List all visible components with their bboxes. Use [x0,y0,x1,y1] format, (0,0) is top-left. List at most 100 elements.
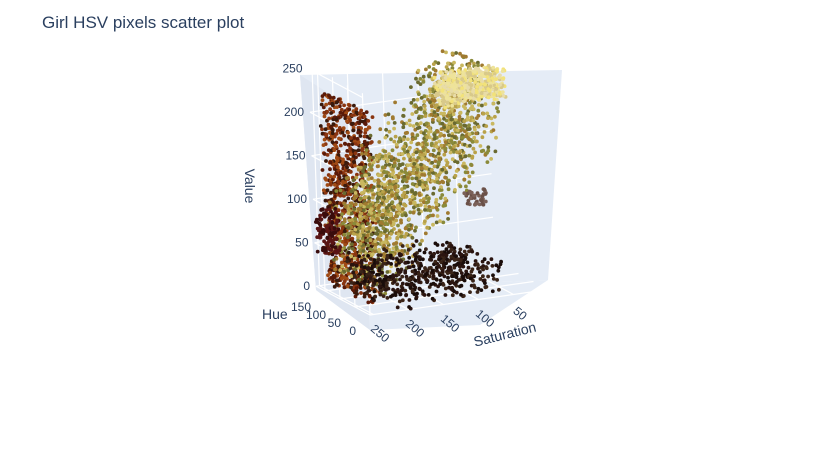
grid-line [311,63,321,286]
data-point [387,162,392,167]
data-point [448,145,453,150]
data-point [476,286,481,291]
data-point [362,114,367,119]
data-point [441,252,446,257]
data-point [457,117,462,122]
data-point [392,205,396,210]
data-point [472,135,477,140]
data-point [395,235,400,240]
data-point [410,182,415,186]
data-point [446,103,450,108]
data-point [434,277,439,281]
data-point [474,201,479,206]
data-point [349,201,354,206]
data-point [468,276,473,281]
data-point [400,213,405,218]
data-point [456,278,461,282]
data-point [380,154,385,159]
data-point [338,156,342,161]
data-point [453,101,458,106]
data-point [429,112,434,117]
data-point [460,77,464,82]
data-point [417,266,422,271]
data-point [372,298,376,303]
data-point [397,252,402,256]
data-point [438,219,442,224]
data-point [336,213,341,217]
data-point [342,279,347,284]
z-tick-label: 100 [287,192,307,206]
data-point [389,155,394,159]
data-point [484,285,489,289]
data-point [440,94,444,99]
data-point [418,152,422,157]
data-point [405,149,410,154]
data-point [347,103,352,108]
data-point [376,184,381,188]
data-point [350,113,354,118]
data-point [369,207,374,212]
data-point [402,175,407,179]
data-point [416,68,421,73]
data-point [443,286,448,291]
data-point [455,80,460,84]
data-point [334,221,339,226]
data-point [346,211,351,216]
data-point [324,133,329,138]
data-point [407,305,411,309]
data-point [393,175,397,179]
data-point [422,104,427,108]
data-point [353,202,358,207]
data-point [359,270,364,274]
data-point [475,85,479,89]
data-point [479,91,484,96]
data-point [393,184,397,189]
data-point [354,175,359,180]
data-point [456,68,461,73]
data-point [366,221,370,226]
data-point [366,184,370,188]
data-point [349,274,354,279]
data-point [501,94,506,98]
data-point [424,121,429,126]
data-point [491,277,496,281]
data-point [431,274,436,279]
data-point [464,269,469,274]
data-point [360,146,365,151]
data-point [396,223,400,228]
data-point [434,202,439,207]
data-point [357,277,362,282]
data-point [376,178,381,183]
data-point [431,62,436,66]
data-point [461,99,466,104]
data-point [390,172,395,177]
data-point [454,51,458,55]
data-point [324,102,328,107]
data-point [343,168,348,173]
data-point [449,89,454,93]
data-point [479,76,483,81]
data-point [447,133,451,138]
data-point [345,276,349,281]
data-point [355,232,360,237]
data-point [396,268,400,273]
data-point [378,238,383,242]
data-point [470,140,475,144]
data-point [444,170,449,175]
data-point [411,157,416,162]
data-point [411,152,416,157]
data-point [368,202,373,207]
data-point [377,247,381,252]
data-point [351,154,356,159]
data-point [391,275,396,280]
data-point [449,139,454,143]
data-point [412,200,417,205]
data-point [427,266,432,270]
data-point [377,278,381,283]
data-point [362,265,367,270]
data-point [463,256,468,260]
data-point [478,82,483,87]
data-point [326,229,330,233]
data-point [340,260,344,265]
